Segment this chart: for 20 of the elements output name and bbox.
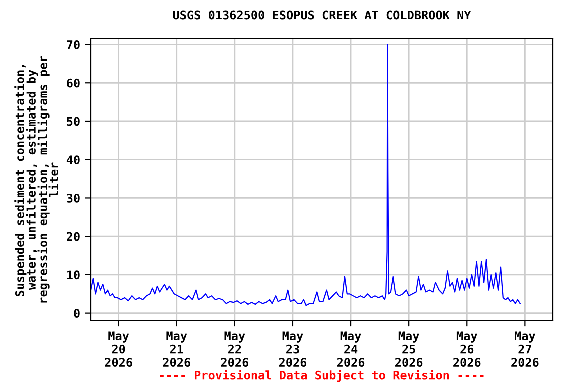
x-tick-label: May 23 2026 [279,332,307,368]
chart-title: USGS 01362500 ESOPUS CREEK AT COLDBROOK NY [173,10,472,20]
y-tick-label: 40 [66,156,80,165]
y-tick-label: 50 [67,117,80,126]
x-tick-label: May 20 2026 [105,332,132,368]
y-axis-title: Suspended sediment concentration, water, unfiltered, estimated by regression equation, milligrams per liter [14,56,59,303]
y-tick-label: 0 [74,309,80,318]
y-tick-label: 60 [67,78,80,88]
y-tick-label: 30 [67,194,80,203]
y-tick-label: 70 [67,40,80,50]
x-tick-label: May 26 2026 [454,332,481,368]
line-series [91,44,521,306]
x-tick-label: May 22 2026 [221,332,248,368]
text: ---- Provisional Data Subject to Revision ---- [160,370,484,382]
x-tick-label: May 27 2026 [512,332,539,368]
y-tick-label: 10 [67,270,80,280]
x-tick-label: May 21 2026 [163,332,190,368]
x-tick-label: May 25 2026 [396,332,423,368]
x-tick-label: May 24 2026 [337,332,365,368]
y-tick-label: 20 [67,232,80,242]
